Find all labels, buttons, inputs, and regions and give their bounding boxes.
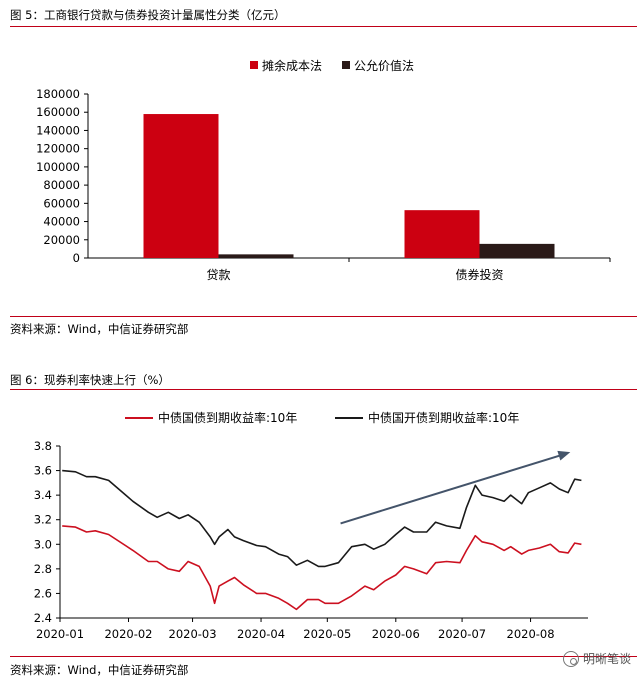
y-tick-label-4: 80000 — [43, 178, 80, 192]
x-tick-label-1: 2020-02 — [104, 627, 152, 641]
x-tick-label-0: 2020-01 — [36, 627, 84, 641]
trend-arrow-line — [340, 453, 565, 525]
figure2-source: 资料来源：Wind，中信证券研究部 — [10, 663, 189, 677]
y-tick-label-6: 3.6 — [34, 464, 52, 478]
figure1-title: 图 5：工商银行贷款与债券投资计量属性分类（亿元） — [10, 8, 286, 22]
trend-arrow-head — [557, 450, 571, 461]
y-tick-label-4: 3.2 — [34, 513, 52, 527]
y-tick-label-7: 140000 — [36, 123, 80, 137]
figure2-top-rule — [10, 389, 637, 390]
y-tick-label-9: 180000 — [36, 87, 80, 101]
y-tick-label-3: 60000 — [43, 196, 80, 210]
watermark-text: 明晰笔谈 — [582, 652, 631, 666]
x-tick-label-6: 2020-07 — [438, 627, 486, 641]
legend-label-0: 中债国债到期收益率:10年 — [158, 410, 297, 425]
figure1-bottom-rule — [10, 316, 637, 317]
y-tick-label-8: 160000 — [36, 105, 80, 119]
figure1-top-rule — [10, 26, 637, 27]
bar-chart: 摊余成本法 公允价值法 0 20000 40000 60000 80000 100000 120… — [36, 58, 611, 282]
y-tick-label-1: 2.6 — [34, 586, 52, 600]
y-tick-label-2: 40000 — [43, 215, 80, 229]
x-tick-label-4: 2020-05 — [303, 627, 351, 641]
series-line-1 — [62, 469, 582, 568]
y-tick-label-5: 100000 — [36, 160, 80, 174]
x-tick-label-0: 贷款 — [206, 268, 230, 282]
legend-label-1: 中债国开债到期收益率:10年 — [368, 410, 519, 425]
bar-1-0 — [404, 210, 480, 258]
x-tick-label-7: 2020-08 — [507, 627, 555, 641]
bar-1-1 — [479, 243, 555, 258]
bar-0-1 — [218, 254, 294, 258]
y-tick-label-1: 20000 — [43, 233, 80, 247]
wechat-icon — [562, 650, 579, 667]
legend-label-0: 摊余成本法 — [262, 58, 322, 73]
y-tick-label-2: 2.8 — [34, 562, 52, 576]
legend-swatch-0 — [250, 61, 258, 69]
x-tick-label-2: 2020-03 — [169, 627, 217, 641]
figure1-source: 资料来源：Wind，中信证券研究部 — [10, 322, 189, 336]
legend-label-1: 公允价值法 — [354, 58, 414, 73]
y-tick-label-5: 3.4 — [34, 488, 52, 502]
y-tick-label-7: 3.8 — [34, 439, 52, 453]
y-tick-label-0: 2.4 — [34, 611, 52, 625]
x-tick-label-5: 2020-06 — [372, 627, 420, 641]
y-tick-label-3: 3.0 — [34, 537, 52, 551]
legend-swatch-1 — [342, 61, 350, 69]
watermark: 明晰笔谈 — [562, 650, 631, 667]
y-tick-label-0: 0 — [73, 251, 80, 265]
y-tick-label-6: 120000 — [36, 142, 80, 156]
line-chart: 中债国债到期收益率:10年 中债国开债到期收益率:10年 2.4 2.6 2.8 3.0 3… — [34, 410, 588, 641]
x-tick-label-3: 2020-04 — [237, 627, 285, 641]
bar-0-0 — [143, 114, 219, 259]
figure2-bottom-rule — [10, 656, 637, 657]
figure2-title: 图 6：现券利率快速上行（%） — [10, 373, 170, 387]
series-line-0 — [62, 525, 582, 611]
x-tick-label-1: 债券投资 — [455, 267, 503, 282]
